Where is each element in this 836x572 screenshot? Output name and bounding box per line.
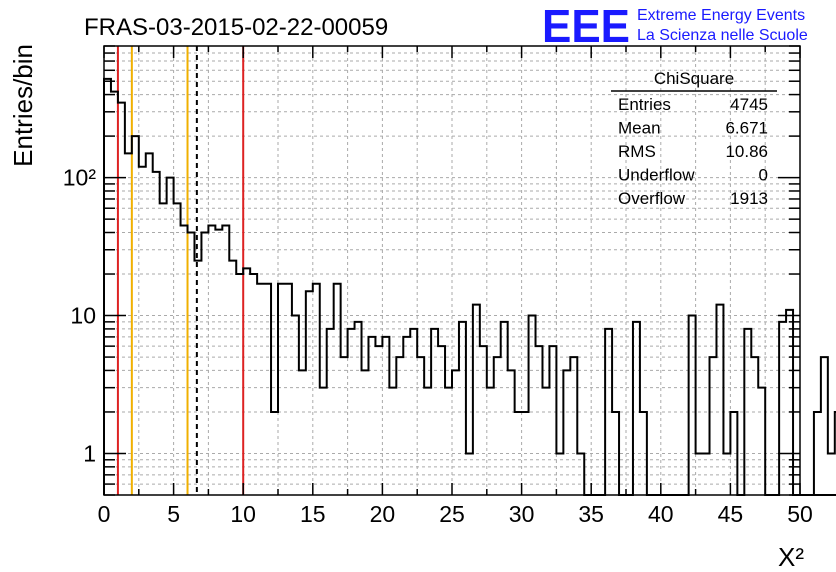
logo-text: EEE (542, 0, 630, 52)
y-tick-label: 1 (83, 440, 96, 466)
stats-value: 0 (759, 166, 768, 185)
x-tick-label: 5 (167, 501, 180, 527)
stats-label: Underflow (618, 166, 695, 185)
x-tick-labels: 0 5 10 15 20 25 30 35 40 45 50 (98, 501, 813, 527)
stats-value: 4745 (730, 95, 768, 114)
x-tick-label: 40 (648, 501, 674, 527)
axis-ticks (103, 45, 801, 496)
logo-line2: La Scienza nelle Scuole (637, 27, 808, 44)
grid-lines (104, 45, 800, 496)
stats-value: 6.671 (725, 119, 768, 138)
x-tick-label: 15 (300, 501, 326, 527)
x-tick-label: 35 (578, 501, 604, 527)
histogram-outline (103, 77, 836, 496)
chart-title: FRAS-03-2015-02-22-00059 (84, 14, 388, 41)
x-tick-label: 30 (509, 501, 535, 527)
x-tick-label: 50 (787, 501, 813, 527)
x-tick-label: 0 (98, 501, 111, 527)
stats-rows: Entries 4745 Mean 6.671 RMS 10.86 Underflow 0 Ov… (618, 95, 768, 208)
y-axis-label: Entries/bin (8, 44, 38, 167)
x-tick-label: 10 (230, 501, 256, 527)
threshold-lines (116, 46, 245, 495)
stats-label: Overflow (618, 189, 686, 208)
y-tick-label: 10 (70, 303, 96, 329)
stats-value: 10.86 (725, 142, 768, 161)
stats-value: 1913 (730, 189, 768, 208)
stats-label: Entries (618, 95, 671, 114)
stats-title: ChiSquare (654, 69, 734, 88)
x-tick-label: 25 (439, 501, 465, 527)
eee-logo: EEE Extreme Energy Events La Scienza nel… (542, 0, 808, 52)
stats-label: Mean (618, 119, 661, 138)
y-tick-label: 10² (63, 165, 97, 191)
stats-box: ChiSquare Entries 4745 Mean 6.671 RMS 10.86 Un… (611, 69, 777, 208)
x-tick-label: 45 (718, 501, 744, 527)
logo-line1: Extreme Energy Events (637, 7, 805, 24)
y-tick-labels: 1 10 10² (63, 165, 97, 467)
x-tick-label: 20 (370, 501, 396, 527)
x-axis-label: X² (778, 542, 804, 572)
stats-label: RMS (618, 142, 656, 161)
